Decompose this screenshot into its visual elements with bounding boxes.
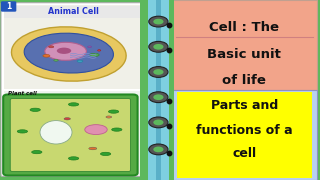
FancyBboxPatch shape (1, 1, 16, 12)
Ellipse shape (43, 55, 50, 57)
Ellipse shape (49, 46, 54, 48)
Circle shape (153, 147, 164, 152)
Ellipse shape (77, 60, 83, 62)
Ellipse shape (64, 118, 70, 120)
Ellipse shape (57, 48, 71, 54)
Circle shape (149, 41, 168, 52)
Ellipse shape (12, 27, 126, 81)
Circle shape (153, 19, 164, 24)
Ellipse shape (98, 50, 101, 51)
Bar (169, 0, 174, 180)
Circle shape (153, 44, 164, 50)
Ellipse shape (17, 130, 28, 133)
Text: cell: cell (232, 147, 256, 160)
Ellipse shape (24, 33, 113, 73)
Bar (156, 0, 161, 180)
Bar (177, 92, 312, 178)
Bar (171, 90, 317, 180)
Ellipse shape (68, 157, 79, 160)
Ellipse shape (54, 59, 58, 61)
Circle shape (149, 67, 168, 77)
FancyBboxPatch shape (4, 91, 144, 175)
Text: Parts and: Parts and (211, 99, 278, 112)
Ellipse shape (108, 110, 119, 113)
Ellipse shape (32, 150, 42, 154)
Circle shape (149, 117, 168, 128)
FancyBboxPatch shape (3, 94, 138, 176)
Text: of life: of life (222, 74, 266, 87)
Bar (148, 0, 169, 180)
Circle shape (153, 69, 164, 75)
Bar (140, 0, 148, 180)
FancyBboxPatch shape (4, 6, 144, 18)
Circle shape (149, 144, 168, 155)
Ellipse shape (30, 108, 40, 111)
Text: Basic unit: Basic unit (207, 48, 281, 61)
Text: functions of a: functions of a (196, 124, 292, 137)
FancyBboxPatch shape (10, 98, 131, 172)
Circle shape (149, 92, 168, 103)
Circle shape (153, 94, 164, 100)
Text: Cell : The: Cell : The (209, 21, 279, 34)
Circle shape (153, 120, 164, 125)
FancyBboxPatch shape (4, 5, 144, 89)
Circle shape (149, 16, 168, 27)
Ellipse shape (89, 147, 97, 150)
Bar (171, 0, 317, 90)
Text: Animal Cell: Animal Cell (48, 7, 99, 16)
Ellipse shape (85, 125, 107, 135)
FancyBboxPatch shape (1, 3, 147, 176)
Text: 1: 1 (6, 2, 11, 11)
Ellipse shape (40, 121, 72, 144)
Ellipse shape (68, 103, 79, 106)
Ellipse shape (90, 53, 99, 57)
Ellipse shape (45, 42, 86, 60)
Ellipse shape (100, 152, 111, 156)
Text: Plant cell: Plant cell (8, 91, 37, 96)
Ellipse shape (88, 46, 92, 48)
Ellipse shape (106, 116, 112, 118)
Ellipse shape (112, 128, 122, 131)
